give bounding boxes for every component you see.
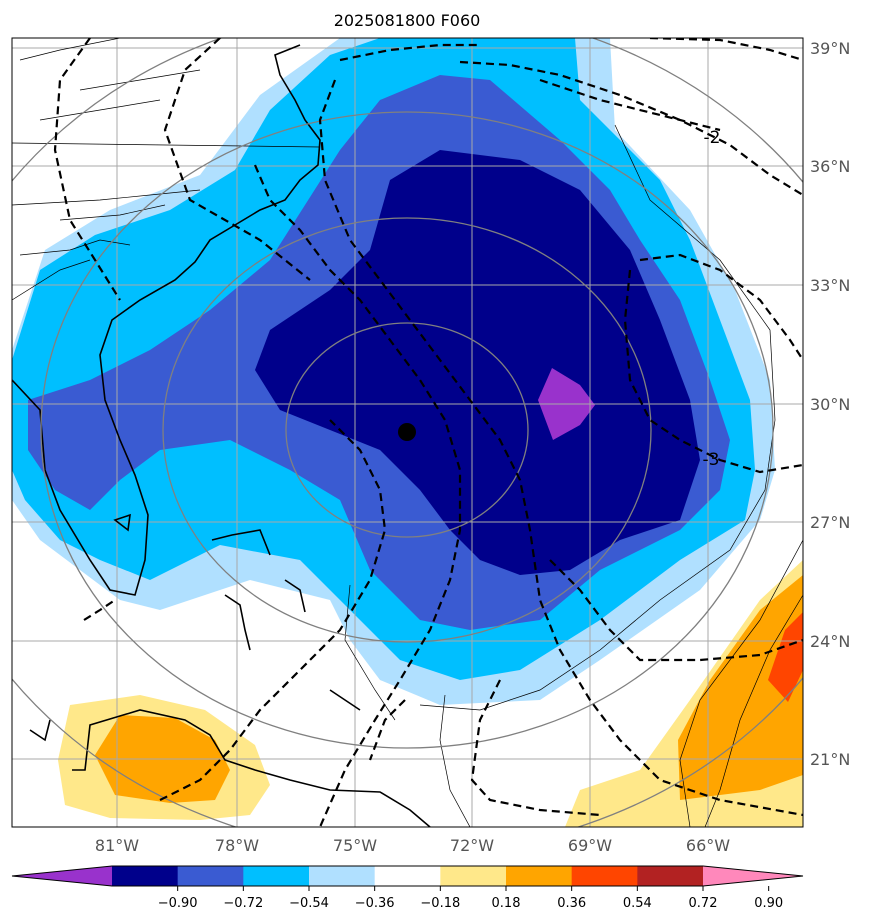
colorbar-tick-label: −0.72 (223, 896, 263, 911)
fill-navy (255, 150, 700, 575)
fill-warm-orange-east (678, 575, 803, 800)
colorbar-tick-label: −0.36 (355, 896, 395, 911)
lat-label: 24°N (810, 632, 850, 651)
lon-label: 81°W (95, 836, 139, 855)
colorbar-segment (440, 866, 507, 886)
colorbar-tick-label: 0.18 (492, 896, 521, 911)
lat-label: 21°N (810, 750, 850, 769)
colorbar-tick-label: −0.18 (420, 896, 460, 911)
colorbar-segment (637, 866, 704, 886)
colorbar-tick-label: 0.90 (754, 896, 783, 911)
colorbar-tick-label: −0.90 (158, 896, 198, 911)
map-frame (11, 37, 804, 828)
colorbar: −0.90 −0.72 −0.54 −0.36 −0.18 0.18 0.36 0.54 0.7… (11, 865, 804, 911)
fill-warm-red-east (768, 612, 803, 702)
colorbar-segment (374, 866, 441, 886)
colorbar-segment (309, 866, 376, 886)
lon-label: 66°W (686, 836, 730, 855)
colorbar-tick-label: 0.36 (557, 896, 586, 911)
figure-title: 2025081800 F060 (334, 11, 481, 30)
contour-label-3: -3 (703, 450, 720, 470)
dashed-contours (53, 38, 803, 827)
coastlines (12, 44, 431, 827)
latitude-labels: 39°N 36°N 33°N 30°N 27°N 24°N 21°N (810, 39, 850, 769)
lon-label: 72°W (450, 836, 494, 855)
colorbar-segment (243, 866, 310, 886)
contour-label-2: -2 (704, 128, 721, 148)
storm-center-marker (398, 423, 416, 441)
lat-label: 39°N (810, 39, 850, 58)
colorbar-segment (112, 866, 179, 886)
lon-label: 78°W (215, 836, 259, 855)
map-area: -2 -3 (12, 38, 803, 827)
colorbar-segment (703, 866, 803, 886)
colorbar-segment (506, 866, 573, 886)
lat-label: 33°N (810, 276, 850, 295)
longitude-labels: 81°W 78°W 75°W 72°W 69°W 66°W (95, 836, 730, 855)
colorbar-tick-label: 0.72 (689, 896, 718, 911)
colorbar-segment (12, 866, 112, 886)
range-rings (12, 38, 803, 827)
lat-label: 27°N (810, 513, 850, 532)
lat-label: 36°N (810, 157, 850, 176)
lat-label: 30°N (810, 395, 850, 414)
colorbar-segment (177, 866, 244, 886)
colorbar-tick-label: 0.54 (623, 896, 652, 911)
lon-label: 75°W (333, 836, 377, 855)
colorbar-tick-label: −0.54 (289, 896, 329, 911)
colorbar-outline (11, 865, 804, 887)
lon-label: 69°W (568, 836, 612, 855)
colorbar-segment (571, 866, 638, 886)
